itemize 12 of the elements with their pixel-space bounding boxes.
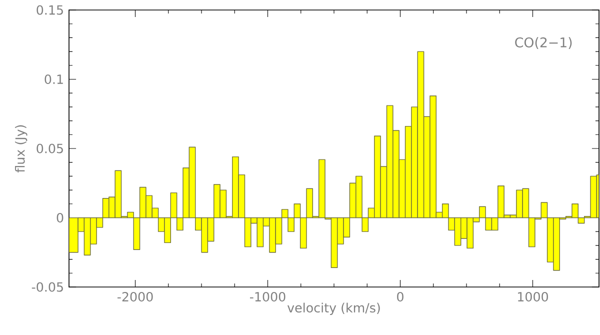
y-tick-label: 0.1: [44, 74, 63, 84]
y-tick-label: -0.05: [32, 282, 63, 292]
y-axis-title: flux (Jy): [15, 125, 28, 172]
y-tick-label: 0: [56, 212, 64, 223]
x-axis-title: velocity (km/s): [287, 302, 380, 315]
x-tick-label: -2000: [117, 292, 153, 302]
x-tick-label: 0: [397, 292, 404, 302]
x-tick-label: -1000: [250, 292, 286, 302]
y-tick-label: 0.05: [36, 144, 63, 154]
y-tick-label: 0.15: [36, 5, 63, 15]
x-tick-label: 1000: [518, 292, 548, 302]
annotation: CO(2−1): [515, 37, 572, 50]
